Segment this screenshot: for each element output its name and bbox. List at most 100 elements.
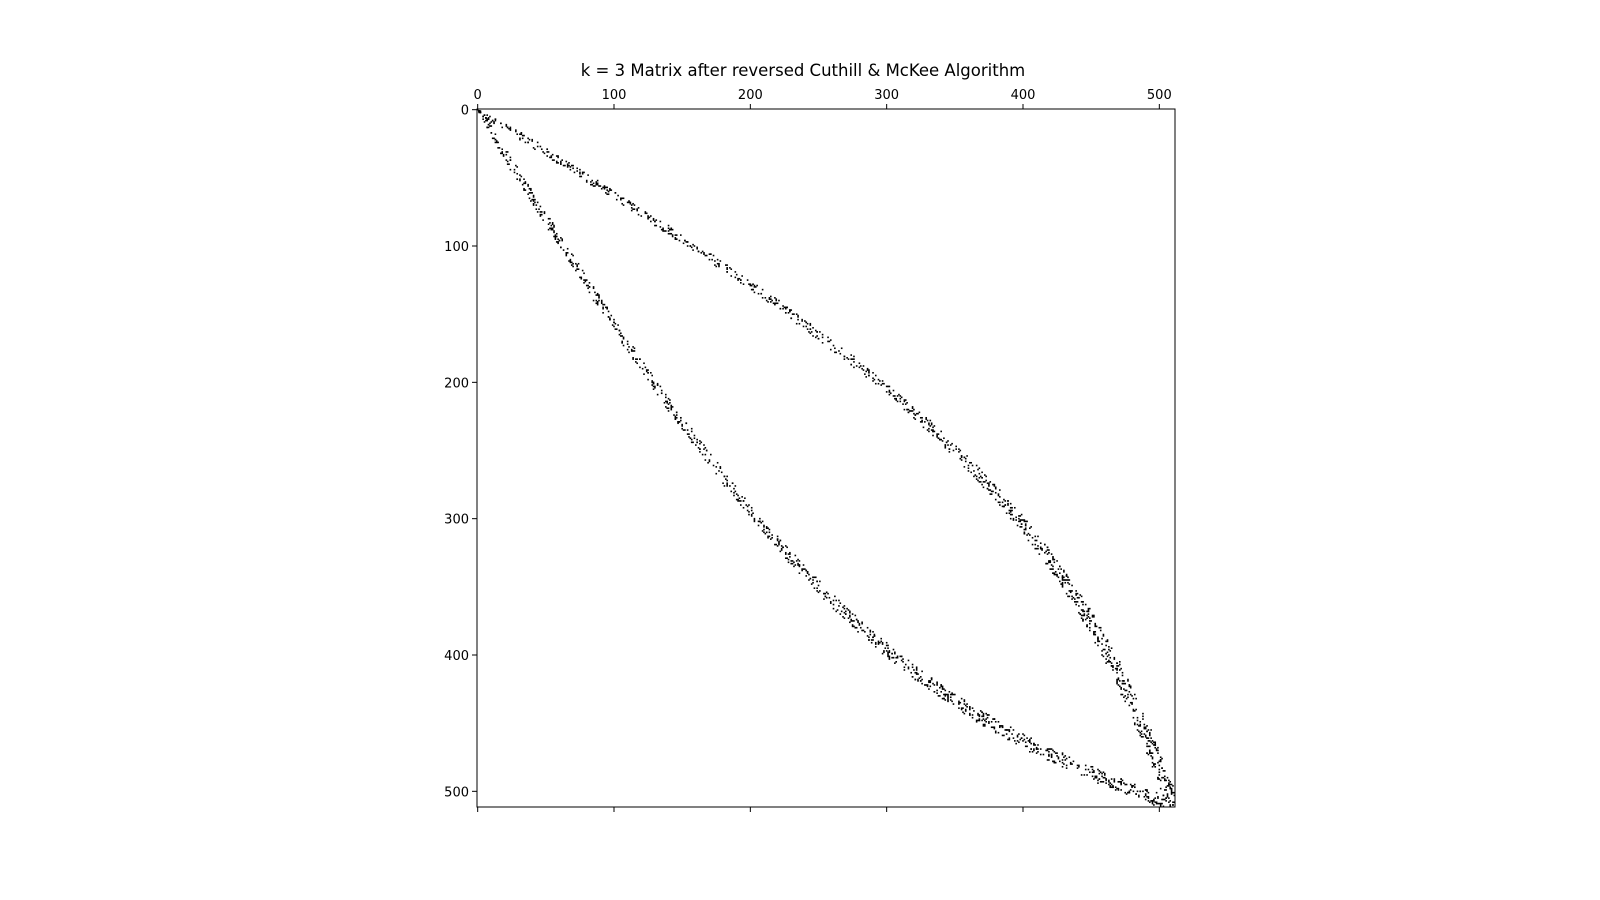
nonzero-mark: [1151, 742, 1154, 745]
nonzero-mark: [874, 646, 877, 648]
nonzero-mark: [666, 401, 668, 404]
nonzero-mark: [1170, 790, 1173, 793]
nonzero-mark: [715, 265, 718, 268]
nonzero-mark: [602, 307, 604, 310]
nonzero-mark: [947, 693, 949, 696]
nonzero-mark: [1120, 783, 1122, 786]
nonzero-mark: [1057, 568, 1060, 570]
nonzero-mark: [805, 569, 808, 572]
nonzero-mark: [941, 688, 944, 690]
nonzero-mark: [1105, 779, 1107, 782]
nonzero-mark: [877, 640, 880, 643]
nonzero-mark: [1151, 801, 1154, 804]
nonzero-mark: [1112, 665, 1114, 667]
nonzero-mark: [617, 194, 619, 197]
nonzero-mark: [844, 613, 847, 615]
nonzero-mark: [621, 197, 623, 200]
nonzero-mark: [1068, 579, 1071, 581]
nonzero-mark: [883, 382, 885, 385]
nonzero-mark: [763, 526, 765, 528]
nonzero-mark: [670, 406, 673, 408]
nonzero-mark: [939, 438, 941, 441]
nonzero-mark: [648, 216, 651, 219]
nonzero-mark: [1093, 770, 1095, 772]
nonzero-mark: [630, 207, 633, 209]
nonzero-mark: [726, 475, 728, 478]
nonzero-mark: [857, 621, 859, 624]
nonzero-mark: [524, 181, 527, 183]
nonzero-mark: [1057, 576, 1060, 579]
nonzero-mark: [684, 429, 686, 431]
nonzero-mark: [1147, 791, 1150, 794]
nonzero-mark: [590, 183, 592, 186]
nonzero-mark: [476, 108, 479, 111]
nonzero-mark: [1113, 779, 1116, 782]
nonzero-mark: [723, 485, 726, 487]
nonzero-mark: [1095, 775, 1098, 778]
nonzero-mark: [985, 718, 987, 720]
nonzero-mark: [990, 720, 993, 723]
nonzero-mark: [752, 288, 754, 291]
nonzero-mark: [1019, 520, 1022, 523]
nonzero-mark: [1082, 601, 1084, 603]
nonzero-mark: [506, 163, 509, 166]
nonzero-mark: [1059, 572, 1061, 574]
nonzero-mark: [1035, 539, 1038, 542]
nonzero-mark: [898, 393, 900, 396]
nonzero-mark: [1078, 611, 1080, 614]
nonzero-mark: [1005, 729, 1008, 731]
nonzero-mark: [551, 222, 554, 224]
nonzero-mark: [765, 526, 768, 528]
nonzero-mark: [904, 663, 907, 666]
nonzero-mark: [911, 666, 914, 669]
nonzero-mark: [1031, 750, 1034, 753]
nonzero-mark: [1147, 797, 1150, 799]
nonzero-mark: [1143, 795, 1146, 798]
nonzero-mark: [1063, 571, 1065, 573]
nonzero-mark: [1095, 776, 1098, 779]
nonzero-mark: [917, 412, 919, 415]
nonzero-mark: [505, 159, 508, 161]
nonzero-mark: [1039, 546, 1042, 549]
nonzero-mark: [994, 720, 997, 723]
nonzero-mark: [896, 656, 899, 659]
nonzero-mark: [868, 371, 870, 374]
nonzero-mark: [1053, 561, 1056, 564]
nonzero-mark: [1132, 708, 1135, 711]
nonzero-mark: [780, 545, 783, 547]
nonzero-mark: [874, 374, 877, 377]
nonzero-mark: [1128, 684, 1131, 686]
nonzero-mark: [666, 407, 668, 410]
nonzero-mark: [521, 134, 524, 137]
nonzero-mark: [1117, 780, 1120, 783]
nonzero-mark: [1020, 513, 1023, 516]
nonzero-mark: [977, 719, 979, 722]
nonzero-mark: [929, 681, 932, 684]
nonzero-mark: [1154, 744, 1157, 746]
nonzero-mark: [1106, 639, 1109, 641]
nonzero-mark: [1148, 731, 1151, 734]
nonzero-mark: [1146, 725, 1148, 727]
nonzero-mark: [656, 393, 659, 396]
nonzero-mark: [1101, 637, 1103, 640]
nonzero-mark: [735, 498, 738, 501]
nonzero-mark: [739, 279, 742, 281]
nonzero-mark: [487, 126, 490, 129]
nonzero-mark: [1121, 693, 1124, 696]
nonzero-mark: [583, 282, 585, 284]
nonzero-mark: [756, 284, 758, 287]
nonzero-mark: [596, 294, 599, 296]
nonzero-mark: [771, 534, 773, 536]
nonzero-mark: [1030, 526, 1032, 528]
nonzero-mark: [951, 442, 953, 445]
nonzero-mark: [675, 414, 678, 416]
nonzero-mark: [753, 520, 756, 523]
nonzero-mark: [534, 201, 536, 204]
nonzero-mark: [857, 620, 859, 622]
nonzero-mark: [1001, 505, 1004, 508]
nonzero-mark: [637, 213, 640, 216]
nonzero-mark: [997, 493, 1000, 495]
nonzero-mark: [907, 659, 910, 662]
nonzero-mark: [626, 201, 629, 204]
